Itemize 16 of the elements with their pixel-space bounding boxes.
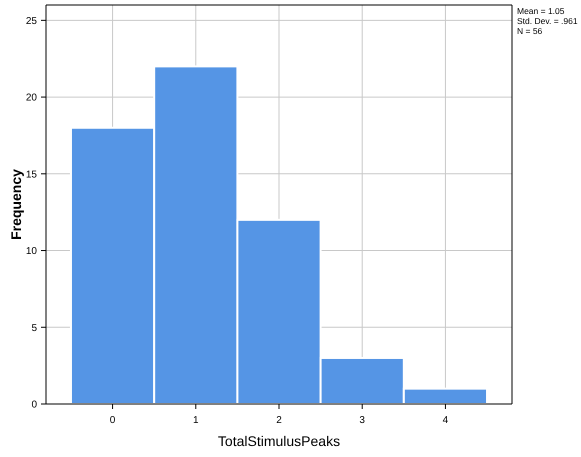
y-tick-label: 15	[26, 169, 38, 180]
y-tick-label: 10	[26, 246, 38, 258]
y-tick-label: 25	[26, 16, 38, 27]
y-tick-label: 5	[31, 322, 38, 334]
y-tick-label: 0	[31, 400, 38, 410]
x-tick-label: 4	[442, 415, 449, 426]
x-tick-label: 0	[110, 415, 116, 426]
text: Std. Dev. = .961	[517, 16, 578, 26]
text: Mean = 1.05	[517, 6, 565, 16]
x-axis-title: TotalStimulusPeaks	[218, 433, 340, 449]
x-tick-label: 1	[193, 415, 200, 426]
y-tick-label: 20	[26, 92, 38, 104]
x-tick-label: 2	[276, 415, 282, 426]
y-axis-title: Frequency	[8, 168, 24, 240]
text: N = 56	[517, 26, 543, 36]
x-tick-label: 3	[359, 415, 366, 426]
